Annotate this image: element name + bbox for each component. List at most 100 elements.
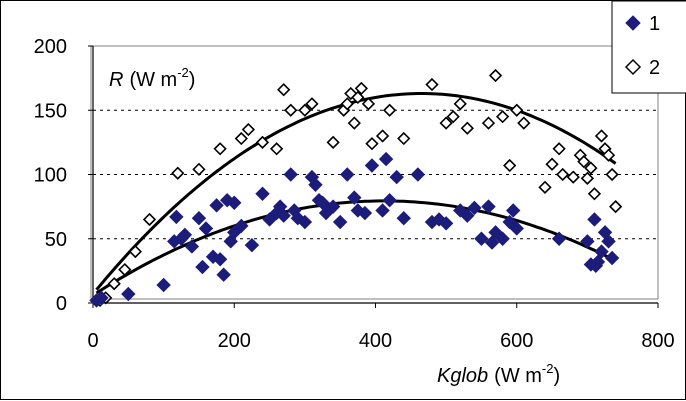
series-2-point [375, 129, 390, 143]
series-1-point [219, 192, 235, 208]
series-1-point [216, 267, 231, 282]
series-1-point [580, 234, 595, 249]
series-2-point [142, 212, 157, 227]
series-1-point [156, 277, 171, 293]
legend-label-1: 1 [649, 13, 660, 35]
series-1-point [378, 151, 394, 167]
y-tick-label: 0 [56, 293, 67, 315]
series-1-point [290, 210, 306, 226]
series-1-point [308, 177, 323, 192]
series-2-point [495, 110, 510, 124]
legend-marker-2 [624, 58, 642, 76]
x-tick-label: 200 [218, 330, 251, 352]
series-2-point [605, 167, 619, 182]
series-2-point [128, 244, 143, 259]
series-1-point [594, 244, 609, 259]
series-2-point [340, 97, 354, 111]
series-2-point [538, 180, 552, 194]
series-2-point [510, 103, 524, 117]
series-1-point [357, 205, 373, 221]
x-tick-labels: 0 200 400 600 800 [87, 303, 675, 352]
series-1-point [283, 167, 298, 182]
series-2-point [192, 162, 206, 176]
y-tick-label: 200 [34, 36, 67, 58]
series-2-point [397, 131, 411, 146]
series-1-point [509, 221, 524, 236]
series-2-point [488, 68, 503, 83]
series-1-point [431, 212, 447, 227]
y-tick-label: 100 [34, 165, 67, 187]
legend-marker-1 [625, 15, 641, 31]
series-1-point [209, 198, 224, 213]
series-1-point [506, 203, 521, 218]
series-1-point [382, 192, 397, 208]
series-2-point [594, 129, 609, 143]
series-1-point [169, 209, 184, 225]
y-axis-label: R (W m-2) [109, 65, 195, 91]
series-1-point [481, 199, 496, 214]
series-2-point [298, 103, 312, 117]
series-2-point [269, 142, 284, 156]
series-2-point [382, 103, 397, 117]
series-2-point [545, 157, 559, 171]
series-1-point [410, 167, 426, 182]
series-2-point [354, 81, 369, 96]
series-2-point [118, 262, 132, 277]
series-2-point [601, 148, 616, 162]
series-2-point [107, 277, 121, 291]
series-1-point [244, 237, 260, 253]
legend: 1 2 [611, 1, 686, 94]
series-2-point [453, 97, 467, 111]
series-2-point [213, 142, 227, 156]
series-1-point [590, 254, 606, 270]
series-1-point [195, 259, 210, 275]
x-tick-label: 800 [641, 330, 674, 352]
series-1-point [601, 234, 616, 249]
x-axis-label: Kglob (W m-2) [437, 361, 560, 387]
series-1-point [495, 231, 510, 246]
series-1-point [467, 200, 482, 216]
legend-label-2: 2 [649, 57, 660, 79]
series-1-point [205, 249, 221, 264]
series-2-point [347, 116, 361, 130]
series-2-point [351, 90, 365, 105]
series-1-point [297, 214, 313, 230]
series-1-point [460, 208, 475, 223]
series-1-point [604, 250, 620, 266]
series-2-point [552, 142, 566, 156]
x-tick-label: 0 [87, 330, 98, 352]
series-2-point [608, 199, 623, 214]
series-2-point [566, 170, 580, 184]
series-1-point [389, 169, 404, 185]
series-2-point [580, 171, 595, 185]
series-2-point [255, 135, 270, 150]
series-1-points [89, 151, 620, 308]
series-2-point [517, 116, 531, 130]
series-1-point [227, 195, 242, 210]
y-tick-labels: 0 50 100 150 200 [34, 36, 93, 315]
series-2-point [481, 116, 496, 130]
x-tick-label: 400 [359, 330, 392, 352]
series-1-point [587, 212, 602, 227]
series-2-point [305, 97, 319, 111]
series-2-point [241, 122, 256, 137]
series-2-point [503, 158, 517, 173]
series-2-point [439, 116, 453, 130]
series-2-point [234, 131, 248, 146]
y-tick-label: 50 [45, 229, 67, 251]
series-1-point [474, 231, 489, 246]
series-2-point [365, 137, 379, 151]
series-1-point [484, 235, 500, 250]
legend-box [611, 1, 686, 94]
series-1-point [375, 203, 390, 218]
series-1-point [177, 227, 193, 243]
series-2-point [284, 103, 298, 117]
series-2-point [425, 77, 439, 92]
series-2-point [171, 166, 185, 180]
series-1-point [191, 210, 207, 226]
series-1-point [198, 221, 214, 236]
series-1-point [234, 218, 249, 234]
series-1-point [184, 239, 200, 254]
y-tick-label: 150 [34, 100, 67, 122]
